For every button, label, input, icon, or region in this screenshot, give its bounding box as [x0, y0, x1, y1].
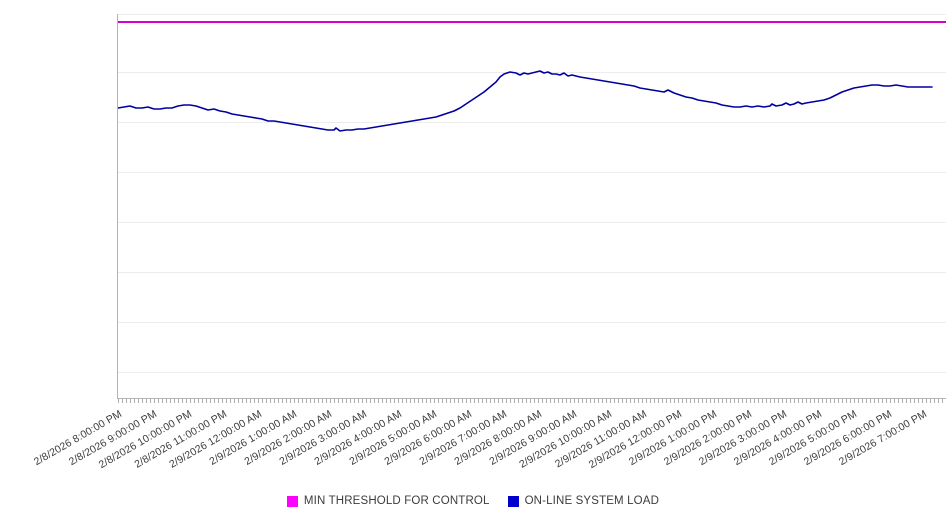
x-axis-tick-labels: 2/8/2026 8:00:00 PM 2/8/2026 9:00:00 PM 2/…	[0, 398, 946, 488]
legend-color-swatch	[286, 495, 298, 507]
gridlines	[118, 14, 946, 373]
legend-entry[interactable]: MIN THRESHOLD FOR CONTROL	[286, 495, 490, 507]
chart-legend: MIN THRESHOLD FOR CONTROL ON-LINE SYSTEM …	[0, 495, 946, 507]
legend-entry[interactable]: ON-LINE SYSTEM LOAD	[507, 495, 660, 507]
x-axis-line	[118, 398, 946, 399]
y-axis-line	[117, 14, 118, 399]
legend-label: MIN THRESHOLD FOR CONTROL	[303, 495, 490, 507]
legend-color-swatch	[507, 495, 519, 507]
plot-svg	[118, 14, 946, 373]
online-system-load-line	[118, 70, 933, 132]
x-axis-tick-marks	[118, 399, 943, 403]
series-on-line-system-load	[118, 70, 933, 132]
legend-label: ON-LINE SYSTEM LOAD	[524, 495, 660, 507]
plot-area	[118, 14, 946, 398]
